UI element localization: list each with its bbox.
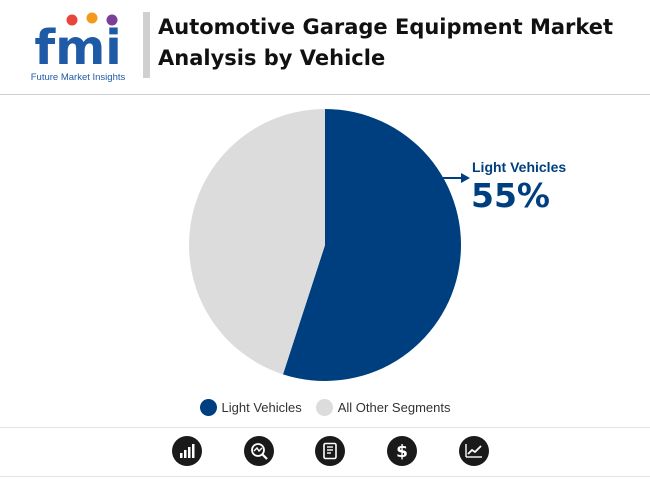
legend-swatch [315, 398, 333, 416]
legend-label: All Other Segments [337, 399, 451, 415]
dollar-icon[interactable]: $ [387, 436, 417, 466]
callout: Light Vehicles 55% [443, 159, 566, 215]
pie-chart: Light Vehicles 55% [189, 109, 566, 382]
legend-item-light-vehicles: Light Vehicles [199, 398, 302, 416]
callout-value: 55% [471, 176, 550, 215]
logo-dot-orange [86, 12, 98, 24]
magnifier-chart-icon[interactable] [244, 436, 274, 466]
footer-divider [0, 427, 650, 428]
page-title: Automotive Garage Equipment Market Analy… [158, 12, 638, 74]
callout-arrow-head [461, 173, 470, 183]
svg-text:$: $ [396, 442, 408, 461]
report-document-icon[interactable] [315, 436, 345, 466]
bar-chart-icon[interactable] [172, 436, 202, 466]
header: fmi Future Market Insights Automotive Ga… [0, 0, 650, 92]
pie-slice-light-vehicles [282, 109, 462, 382]
fmi-logo: fmi Future Market Insights [31, 12, 126, 83]
legend-swatch [199, 398, 217, 416]
title-accent-bar [143, 12, 150, 78]
title-line-1: Automotive Garage Equipment Market [158, 15, 614, 39]
callout-label: Light Vehicles [472, 159, 566, 175]
trend-chart-icon[interactable] [459, 436, 489, 466]
bottom-divider [0, 476, 650, 477]
pie-slice-all-other-segments [189, 109, 325, 375]
logo-dot-red [66, 14, 78, 26]
header-divider [0, 94, 650, 95]
legend-item-other-segments: All Other Segments [315, 398, 451, 416]
logo-tagline: Future Market Insights [31, 72, 126, 83]
logo-dot-purple [106, 14, 118, 26]
legend-label: Light Vehicles [221, 399, 302, 415]
title-line-2: Analysis by Vehicle [158, 46, 386, 70]
logo-wordmark: fmi [34, 20, 121, 76]
legend: Light Vehicles All Other Segments [0, 397, 650, 417]
footer-icon-row: $ [0, 436, 650, 470]
